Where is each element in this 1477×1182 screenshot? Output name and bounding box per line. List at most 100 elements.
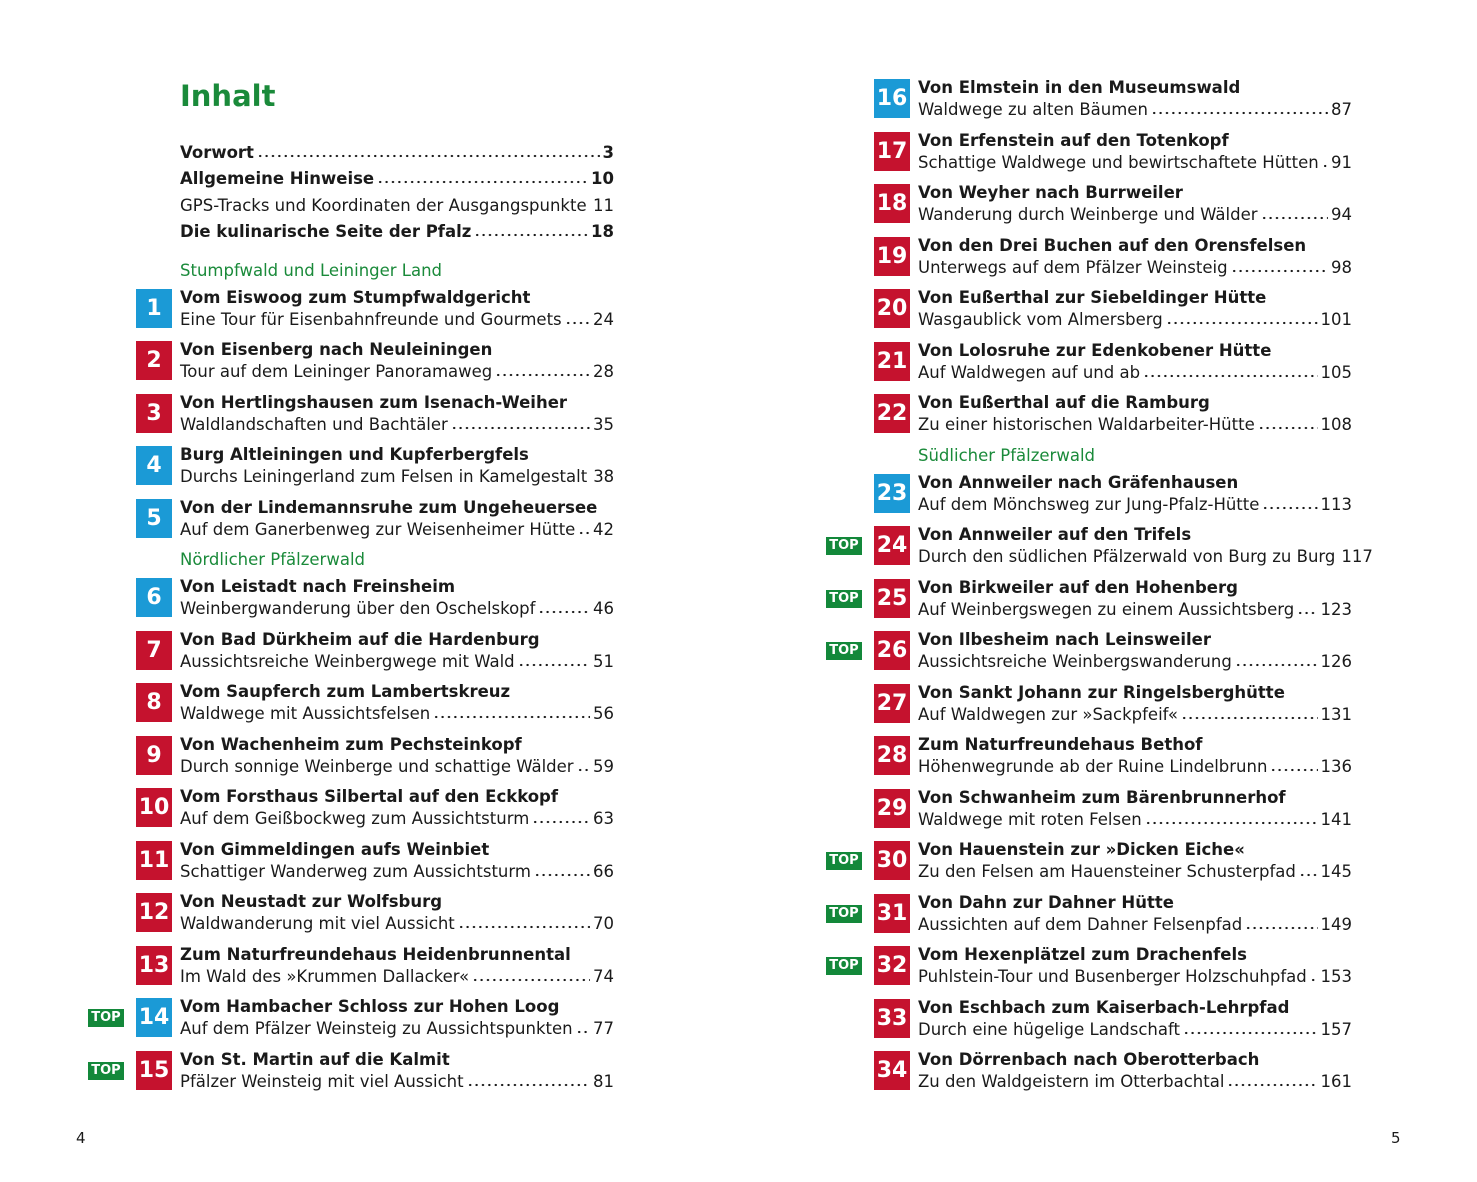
tour-subtitle-text: Wanderung durch Weinberge und Wälder (918, 205, 1258, 224)
dot-leader (1234, 663, 1318, 667)
tour-subtitle-text: Durchs Leiningerland zum Felsen in Kamel… (180, 467, 588, 487)
tour-number: 4 (136, 446, 172, 486)
dot-leader (1245, 925, 1318, 930)
dot-leader (532, 820, 590, 825)
tour-subtitle: Durch eine hügelige Landschaft 157 (918, 1019, 1352, 1041)
tour-subtitle: Wanderung durch Weinberge und Wälder 94 (918, 204, 1352, 226)
tour-title: Von Annweiler nach Gräfenhausen (918, 472, 1239, 492)
tour-subtitle-text: Aussichtsreiche Weinbergswanderung (918, 652, 1232, 671)
tour-title: Von Sankt Johann zur Ringelsberghütte (918, 682, 1285, 702)
tour-title: Zum Naturfreundehaus Heidenbrunnental (180, 944, 571, 964)
tour-number: 32 (874, 946, 910, 985)
tour-title: Vom Forsthaus Silbertal auf den Eckkopf (180, 787, 559, 807)
section-heading: Südlicher Pfälzerwald (918, 445, 1095, 465)
top-badge: TOP (826, 852, 862, 870)
tour-subtitle: Auf dem Mönchsweg zur Jung-Pfalz-Hütte 11… (918, 494, 1352, 516)
tour-title: Von Eschbach zum Kaiserbach-Lehrpfad (918, 997, 1290, 1017)
page-ref: 56 (593, 704, 614, 724)
tour-subtitle: Auf Waldwegen auf und ab 105 (918, 362, 1352, 384)
dot-leader (1270, 768, 1318, 772)
tour-subtitle-text: Eine Tour für Eisenbahnfreunde und Gourm… (180, 309, 562, 329)
tour-number: 17 (874, 131, 910, 171)
page-ref: 94 (1331, 205, 1352, 224)
tour-number: 30 (874, 841, 910, 880)
tour-subtitle: Eine Tour für Eisenbahnfreunde und Gourm… (180, 309, 614, 331)
dot-leader (575, 1030, 590, 1035)
tour-subtitle: Waldwege mit roten Felsen 141 (918, 809, 1352, 831)
tour-subtitle: Pfälzer Weinsteig mit viel Aussicht 81 (180, 1071, 614, 1093)
tour-title: Vom Eiswoog zum Stumpfwaldgericht (180, 287, 531, 307)
tour-number: 13 (136, 945, 172, 985)
tour-number: 7 (136, 630, 172, 670)
tour-subtitle: Durch sonnige Weinberge und schattige Wä… (180, 756, 614, 778)
dot-leader (1165, 321, 1318, 325)
tour-subtitle: Zu einer historischen Waldarbeiter-Hütte… (918, 414, 1352, 436)
top-badge: TOP (826, 904, 862, 923)
dot-leader (1144, 820, 1318, 825)
front-matter-entry: Die kulinarische Seite der Pfalz 18 (180, 221, 614, 243)
dot-leader (450, 425, 590, 430)
tour-subtitle: Auf Weinbergswegen zu einem Aussichtsber… (918, 599, 1352, 621)
front-matter-entry: Vorwort 3 (180, 142, 614, 164)
tour-subtitle-text: Auf dem Mönchsweg zur Jung-Pfalz-Hütte (918, 494, 1260, 514)
page-ref: 81 (593, 1071, 614, 1091)
tour-subtitle-text: Tour auf dem Leininger Panoramaweg (180, 362, 493, 382)
tour-title: Von Eisenberg nach Neuleiningen (180, 340, 493, 360)
page-ref: 63 (593, 809, 614, 829)
dot-leader (1262, 505, 1318, 510)
tour-subtitle: Höhenwegrunde ab der Ruine Lindelbrunn 13… (918, 756, 1352, 778)
tour-number: 1 (136, 288, 172, 328)
dot-leader (474, 232, 589, 237)
page-number: 5 (1391, 1129, 1401, 1147)
tour-subtitle-text: Auf Weinbergswegen zu einem Aussichtsber… (918, 599, 1295, 619)
dot-leader (256, 154, 600, 158)
top-badge: TOP (88, 1009, 124, 1028)
tour-subtitle-text: Aussichten auf dem Dahner Felsenpfad (918, 914, 1243, 934)
tour-number: 10 (136, 788, 172, 828)
tour-subtitle-text: Zu den Waldgeistern im Otterbachtal (918, 1072, 1225, 1091)
tour-subtitle: Weinbergwanderung über den Oschelskopf 46 (180, 598, 614, 620)
tour-number: 33 (874, 998, 910, 1038)
dot-leader (1230, 268, 1328, 273)
tour-subtitle-text: Auf Waldwegen zur »Sackpfeif« (918, 704, 1178, 724)
tour-subtitle: Zu den Felsen am Hauensteiner Schusterpf… (918, 861, 1352, 883)
front-matter-entry: Allgemeine Hinweise 10 (180, 168, 614, 190)
tour-subtitle: Aussichten auf dem Dahner Felsenpfad 149 (918, 914, 1352, 936)
toc-title: Inhalt (180, 79, 276, 113)
tour-subtitle-text: Auf dem Geißbockweg zum Aussichtsturm (180, 809, 530, 829)
tour-number: 6 (136, 578, 172, 618)
front-matter-entry-text: Allgemeine Hinweise (180, 169, 375, 189)
page-ref: 70 (593, 914, 614, 934)
tour-subtitle-text: Wasgaublick vom Almersberg (918, 310, 1163, 329)
page-ref: 131 (1320, 704, 1353, 724)
tour-title: Von Elmstein in den Museumswald (918, 78, 1241, 97)
tour-number: 28 (874, 736, 910, 775)
tour-subtitle: Wasgaublick vom Almersberg 101 (918, 309, 1352, 331)
tour-number: 18 (874, 184, 910, 223)
tour-number: 11 (136, 840, 172, 880)
dot-leader (433, 715, 590, 720)
page-ref: 145 (1320, 862, 1353, 881)
tour-subtitle-text: Weinbergwanderung über den Oschelskopf (180, 599, 536, 619)
tour-subtitle: Durchs Leiningerland zum Felsen in Kamel… (180, 466, 614, 488)
section-heading: Nördlicher Pfälzerwald (180, 550, 365, 570)
dot-leader (472, 977, 590, 982)
tour-subtitle-text: Durch eine hügelige Landschaft (918, 1019, 1180, 1039)
tour-subtitle-text: Zu den Felsen am Hauensteiner Schusterpf… (918, 862, 1296, 881)
tour-subtitle-text: Zu einer historischen Waldarbeiter-Hütte (918, 415, 1255, 434)
tour-subtitle-text: Auf Waldwegen auf und ab (918, 362, 1141, 382)
tour-title: Von Bad Dürkheim auf die Hardenburg (180, 629, 540, 649)
tour-subtitle: Waldwege mit Aussichtsfelsen 56 (180, 703, 614, 725)
tour-title: Vom Hambacher Schloss zur Hohen Loog (180, 997, 560, 1017)
tour-subtitle-text: Durch den südlichen Pfälzerwald von Burg… (918, 547, 1336, 566)
page-ref: 11 (593, 195, 614, 215)
front-matter-entry-text: Die kulinarische Seite der Pfalz (180, 221, 472, 241)
tour-title: Von Erfenstein auf den Totenkopf (918, 130, 1229, 150)
tour-subtitle: Waldwanderung mit viel Aussicht 70 (180, 913, 614, 935)
page-ref: 149 (1320, 914, 1353, 934)
tour-title: Von Hauenstein zur »Dicken Eiche« (918, 840, 1245, 859)
dot-leader (1150, 111, 1328, 115)
tour-subtitle: Schattige Waldwege und bewirtschaftete H… (918, 152, 1352, 174)
page-ref: 141 (1320, 809, 1353, 829)
tour-subtitle: Aussichtsreiche Weinbergwege mit Wald 51 (180, 651, 614, 673)
